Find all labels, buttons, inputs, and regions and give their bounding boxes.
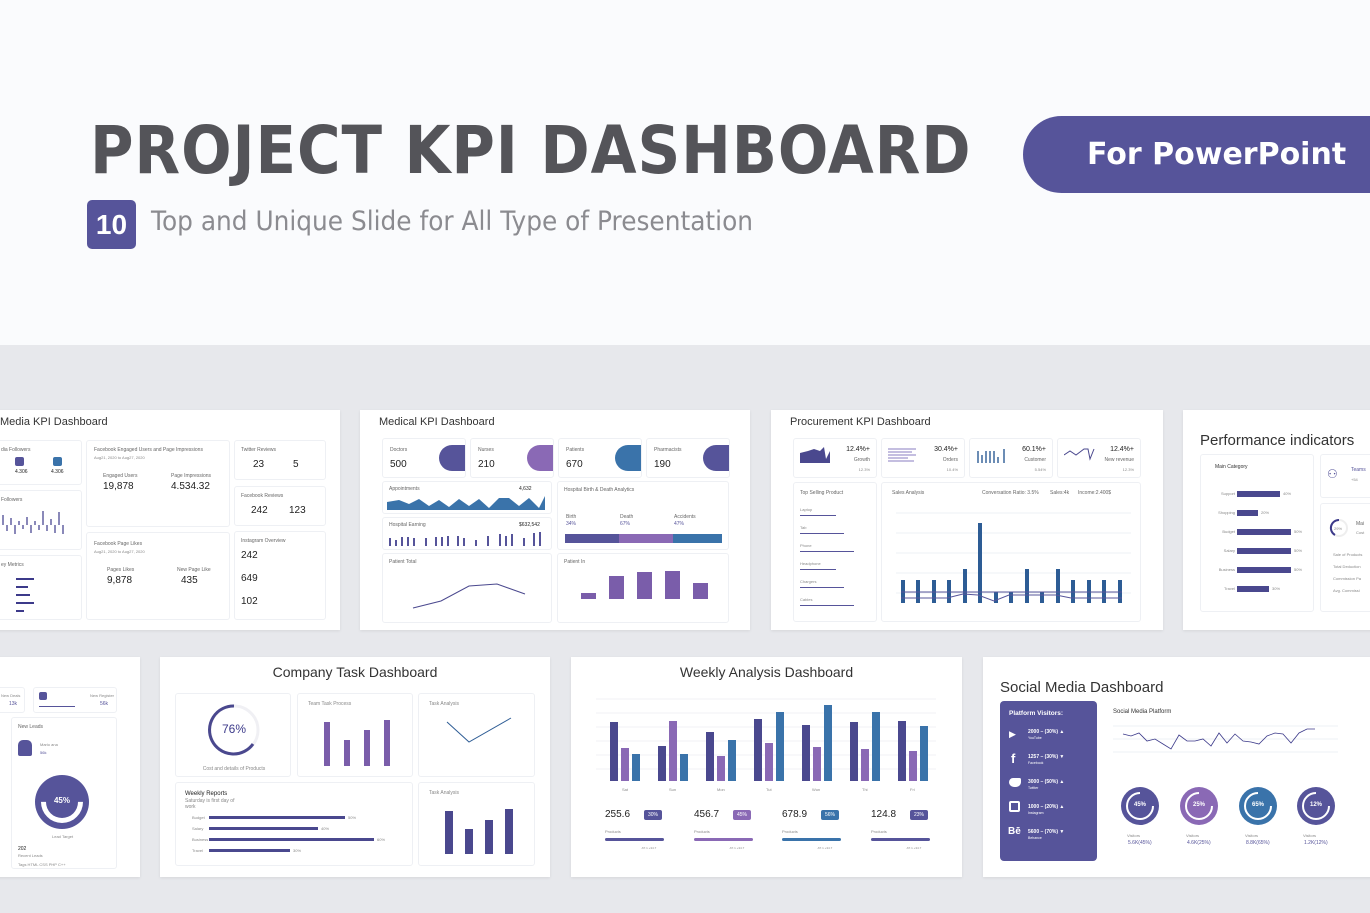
person-icon (18, 740, 32, 756)
subtitle: Top and Unique Slide for All Type of Pre… (151, 206, 754, 237)
twitter-icon (15, 457, 24, 466)
pharmacists-stat: Pharmacists 190 (646, 438, 730, 478)
task-line-card: Task Analysis (418, 693, 535, 777)
progress-ring (208, 704, 260, 756)
hero-header: PROJECT KPI DASHBOARD 10 Top and Unique … (0, 0, 1370, 345)
appointments-card: Appointments 4,632 (382, 481, 552, 514)
cost-donut-card: 76% Cost and details of Products (175, 693, 291, 777)
slide-social-media[interactable]: Social Media Dashboard Platform Visitors… (983, 657, 1370, 877)
fb-page-likes-card: Facebook Page Likes Aug21, 2020 to Aug27… (86, 532, 230, 620)
behance-icon: Bē (1008, 826, 1021, 837)
instagram-icon (53, 457, 62, 466)
birth-death-card: Hospital Birth & Death Analytics Birth 3… (557, 481, 729, 550)
fb-engaged-card: Facebook Engaged Users and Page Impressi… (86, 440, 230, 527)
weekly-grouped-bar-chart (596, 698, 936, 781)
patients-stat: Patients 670 (558, 438, 642, 478)
main-category-card: Main Category Support 40% Shopping 20% B… (1200, 454, 1314, 612)
facebook-reviews-card: Facebook Reviews 242 123 (234, 486, 326, 526)
doctor-icon (439, 445, 465, 471)
progress-ring (1329, 518, 1348, 537)
customer-kpi: 60.1%+ Customer 5.54% (969, 438, 1053, 478)
twitter-reviews-card: Twitter Reviews 23 5 (234, 440, 326, 480)
lead-target-donut: 45% (32, 772, 92, 832)
weekly-reports-card: Weekly Reports Saturday is first day of … (175, 782, 413, 866)
followers-chart-card: Followers (0, 490, 82, 550)
slide-title: Media KPI Dashboard (0, 416, 108, 428)
slide-procurement-kpi[interactable]: Procurement KPI Dashboard 12.4%+ Growth … (771, 410, 1163, 630)
page-title: PROJECT KPI DASHBOARD (90, 112, 972, 189)
doctors-stat: Doctors 500 (382, 438, 466, 478)
task-bar-card: Task Analysis (418, 782, 535, 866)
followers-bar-chart (2, 511, 64, 534)
earning-bar-chart (389, 532, 541, 546)
key-metrics-card: ey Metrics (0, 555, 82, 620)
slide-company-task[interactable]: Company Task Dashboard 76% Cost and deta… (160, 657, 550, 877)
revenue-kpi: 12.4%+ New revenue 12.3% (1057, 438, 1141, 478)
hospital-icon (615, 445, 641, 471)
orders-kpi: 30.4%+ Orders 10.4% (881, 438, 965, 478)
top-selling-card: Top Selling Product Laptop Tab Phone Hea… (793, 482, 877, 622)
for-powerpoint-badge: For PowerPoint (1023, 116, 1370, 193)
sales-analysis-card: Sales Analysis Conversation Ratio: 3.5% … (881, 482, 1141, 622)
medkit-icon (527, 445, 553, 471)
register-icon (39, 692, 47, 700)
slide-count-badge: 10 (87, 200, 136, 249)
caduceus-icon (703, 445, 729, 471)
slide-performance-indicators[interactable]: Performance indicators Main Category Sup… (1183, 410, 1370, 630)
slide-gallery: Media KPI Dashboard dia Followers 4.306 … (0, 345, 1370, 913)
sales-combo-chart (896, 512, 1131, 603)
instagram-overview-card: Instagram Overview 242 649 102 (234, 531, 326, 620)
nurses-stat: Nurses 210 (470, 438, 554, 478)
commission-card: 29% Mai Cost Sale of Products Total Dedu… (1320, 503, 1370, 612)
slide-crm-leads[interactable]: New Deals 13k New Register 56k New Leads… (0, 657, 140, 877)
platform-visitors-panel: Platform Visitors: ▶ 2000 – (30%) ▲ YouT… (1000, 701, 1097, 861)
slide-medical-kpi[interactable]: Medical KPI Dashboard Doctors 500 Nurses… (360, 410, 750, 630)
team-icon: ⚇ (1327, 467, 1338, 481)
patient-in-card: Patient In (557, 553, 729, 623)
patient-total-card: Patient Total (382, 553, 552, 623)
new-deals-card: New Deals 13k (0, 687, 25, 713)
twitter-icon (1009, 778, 1021, 787)
teams-card: ⚇ Teams +54 (1320, 454, 1370, 498)
followers-card: dia Followers 4.306 4.306 (0, 440, 82, 485)
growth-kpi: 12.4%+ Growth 12.3% (793, 438, 877, 478)
patient-total-line-chart (412, 583, 526, 609)
facebook-icon: f (1011, 751, 1016, 766)
slide-media-kpi[interactable]: Media KPI Dashboard dia Followers 4.306 … (0, 410, 340, 630)
new-register-card: New Register 56k (33, 687, 117, 713)
youtube-icon: ▶ (1009, 729, 1016, 739)
new-leads-card: New Leads Mario ana 56k 45% Lead Target … (11, 717, 117, 869)
slide-weekly-analysis[interactable]: Weekly Analysis Dashboard Sat Sun Mon Tu… (571, 657, 962, 877)
social-line-chart (1113, 725, 1338, 753)
appointments-area-chart (387, 496, 545, 510)
team-task-card: Team Task Process (297, 693, 413, 777)
instagram-icon (1009, 801, 1020, 812)
earning-card: Hospital Earning $632,542 (382, 517, 552, 550)
